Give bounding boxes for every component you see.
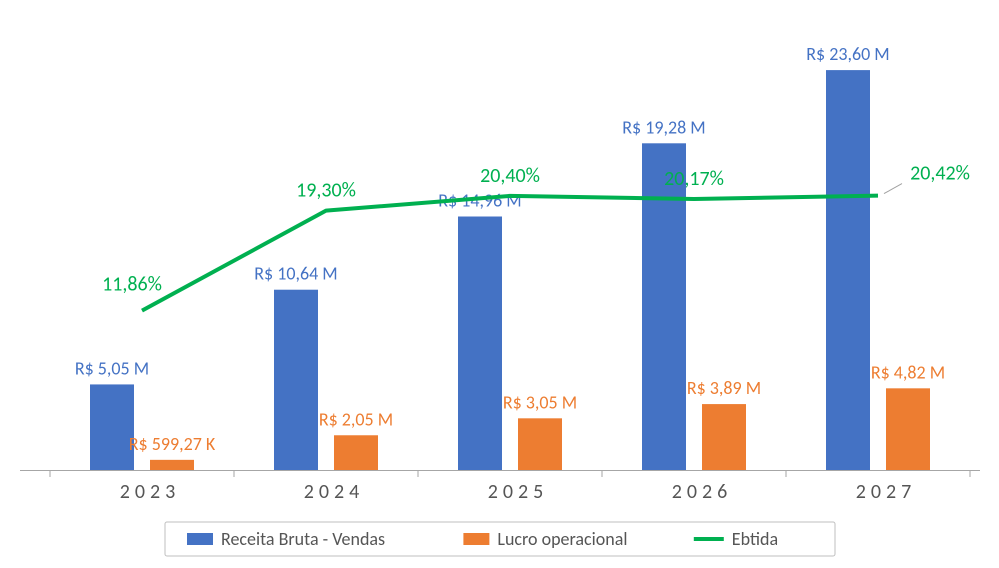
- legend-label: Lucro operacional: [497, 528, 627, 550]
- x-axis-label: 2024: [304, 480, 365, 504]
- bar-receita-label: R$ 10,64 M: [254, 263, 337, 285]
- legend-label: Receita Bruta - Vendas: [221, 528, 385, 550]
- leader-line: [884, 184, 902, 194]
- x-axis-label: 2023: [120, 480, 181, 504]
- bar-lucro: [702, 404, 746, 470]
- bar-receita: [826, 70, 870, 470]
- bar-lucro: [334, 435, 378, 470]
- legend-swatch: [187, 533, 213, 545]
- line-ebtida-label: 20,42%: [910, 162, 970, 186]
- line-ebtida-label: 20,40%: [480, 164, 540, 188]
- bar-lucro-label: R$ 2,05 M: [319, 408, 393, 430]
- bar-receita: [642, 143, 686, 470]
- bar-lucro: [518, 418, 562, 470]
- bar-receita: [90, 384, 134, 470]
- bar-receita-label: R$ 23,60 M: [806, 43, 889, 65]
- financial-projection-chart: R$ 5,05 M R$ 599,27 K 2023 R$ 10,64 M R$ 2,0…: [0, 0, 999, 568]
- bar-lucro: [886, 388, 930, 470]
- bar-receita-label: R$ 19,28 M: [622, 116, 705, 138]
- bar-lucro-label: R$ 3,05 M: [503, 391, 577, 413]
- line-ebtida-label: 20,17%: [664, 167, 724, 191]
- x-axis-label: 2025: [488, 480, 549, 504]
- legend-label: Ebtida: [732, 528, 778, 550]
- legend-swatch: [463, 533, 489, 545]
- line-ebtida: [142, 196, 878, 311]
- x-axis-label: 2027: [856, 480, 917, 504]
- bar-receita: [274, 290, 318, 470]
- bar-lucro-label: R$ 3,89 M: [687, 377, 761, 399]
- bar-lucro-label: R$ 4,82 M: [871, 361, 945, 383]
- line-ebtida-label: 19,30%: [296, 179, 356, 203]
- x-axis-label: 2026: [672, 480, 733, 504]
- bar-receita: [458, 217, 502, 470]
- chart-canvas: R$ 5,05 M R$ 599,27 K 2023 R$ 10,64 M R$ 2,0…: [0, 0, 999, 568]
- bar-lucro-label: R$ 599,27 K: [129, 433, 216, 455]
- bar-lucro: [150, 460, 194, 470]
- bar-receita-label: R$ 5,05 M: [75, 357, 149, 379]
- line-ebtida-label: 11,86%: [102, 273, 162, 297]
